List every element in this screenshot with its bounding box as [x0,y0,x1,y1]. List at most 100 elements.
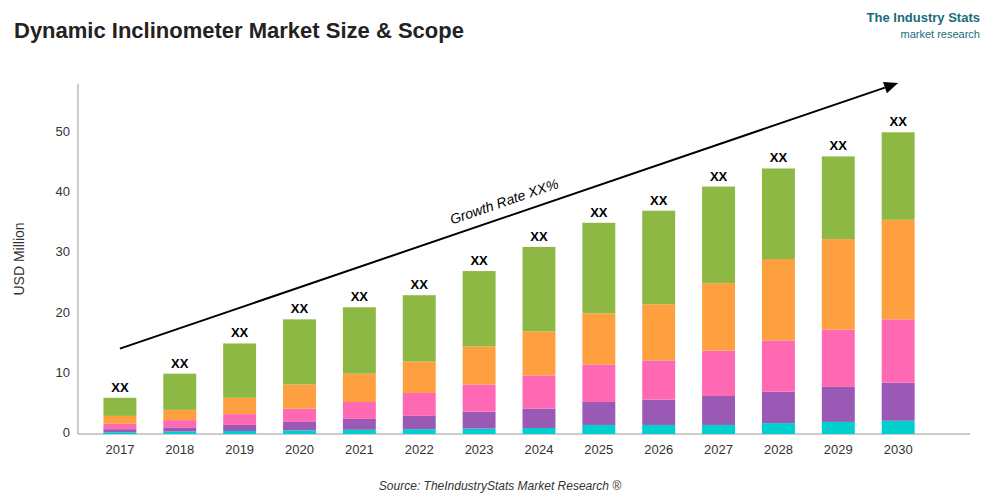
bar-label: XX [830,138,848,153]
bar-segment [702,396,735,425]
bar-label: XX [710,169,728,184]
bar-segment [403,416,436,429]
x-tick: 2029 [824,442,853,457]
x-tick-label: 2030 [884,442,913,457]
x-tick: 2028 [764,442,793,457]
bar-segment [882,319,915,382]
y-tick-label: 30 [56,244,70,259]
bar-segment [463,347,496,385]
bar-segment [642,400,675,425]
bar-segment [283,385,316,409]
source-note: Source: TheIndustryStats Market Research… [379,479,621,493]
growth-arrow [120,82,898,349]
y-tick-label: 50 [56,124,70,139]
bar-segment [582,425,615,434]
bar-segment [283,422,316,430]
y-tick-label: 10 [56,365,70,380]
bar-segment [882,132,915,220]
y-tick-label: 20 [56,305,70,320]
bar-segment [702,283,735,351]
x-tick: 2026 [644,442,673,457]
bar-segment [283,430,316,434]
x-tick: 2027 [704,442,733,457]
bar-segment [822,422,855,434]
bars [103,132,914,434]
bar-segment [642,304,675,360]
bar-label: XX [171,356,189,371]
bar-segment [582,313,615,364]
series [103,132,914,416]
bar-segment [582,402,615,425]
y-tick: 30 [56,244,70,259]
bar-segment [822,330,855,387]
bar-segment [343,419,376,430]
bar-label: XX [770,150,788,165]
bar-segment [463,429,496,434]
bar-segment [163,374,196,410]
bar-label: XX [231,325,249,340]
bar-segment [762,340,795,391]
bar-label: XX [111,380,129,395]
x-tick-label: 2019 [225,442,254,457]
bar-label: XX [291,301,309,316]
bar-segment [882,421,915,434]
growth-arrow-head [883,82,898,93]
y-tick: 0 [63,425,70,440]
bar-segment [523,331,556,375]
bar-segment [822,387,855,422]
bar-segment [343,374,376,402]
bar-segment [762,259,795,340]
bar-label: XX [470,253,488,268]
bar-segment [702,425,735,434]
bar-segment [762,392,795,423]
bar-segment [223,431,256,434]
bar-segment [882,383,915,421]
x-tick: 2030 [884,442,913,457]
chart: Dynamic Inclinometer Market Size & Scope… [0,0,1000,500]
bar-segment [642,425,675,434]
bar-segment [822,156,855,239]
logo-text: market research [901,28,980,40]
bar-segment [582,223,615,314]
bar-segment [223,414,256,425]
bar-segment [163,420,196,427]
y-tick: 50 [56,124,70,139]
growth-label: Growth Rate XX% [448,175,561,227]
bar-segment [223,425,256,431]
x-tick-label: 2018 [165,442,194,457]
x-tick-label: 2026 [644,442,673,457]
x-tick-label: 2029 [824,442,853,457]
bar-segment [702,351,735,396]
x-tick: 2021 [345,442,374,457]
bar-segment [403,362,436,393]
bar-segment [343,307,376,373]
x-tick: 2024 [525,442,554,457]
bar-segment [403,295,436,361]
bar-segment [283,319,316,384]
bar-segment [702,187,735,284]
bar-segment [642,211,675,305]
bar-segment [163,432,196,434]
y-tick: 40 [56,184,70,199]
y-axis-label: USD Million [11,222,27,295]
bar-segment [523,375,556,408]
bar-label: XX [590,205,608,220]
bar-label: XX [351,289,369,304]
bar-label: XX [530,229,548,244]
bar-label: XX [411,277,429,292]
bar-segment [103,429,136,432]
bar-segment [822,239,855,330]
bar-segment [403,393,436,416]
x-tick: 2020 [285,442,314,457]
bar-segment [523,428,556,434]
bar-label: XX [889,114,907,129]
bar-segment [523,247,556,331]
y-axis-line [78,84,79,434]
x-tick-label: 2021 [345,442,374,457]
bar-segment [103,416,136,424]
y-tick: 10 [56,365,70,380]
bar-segment [463,385,496,412]
bar-segment [463,412,496,429]
x-tick-label: 2022 [405,442,434,457]
x-tick-label: 2028 [764,442,793,457]
